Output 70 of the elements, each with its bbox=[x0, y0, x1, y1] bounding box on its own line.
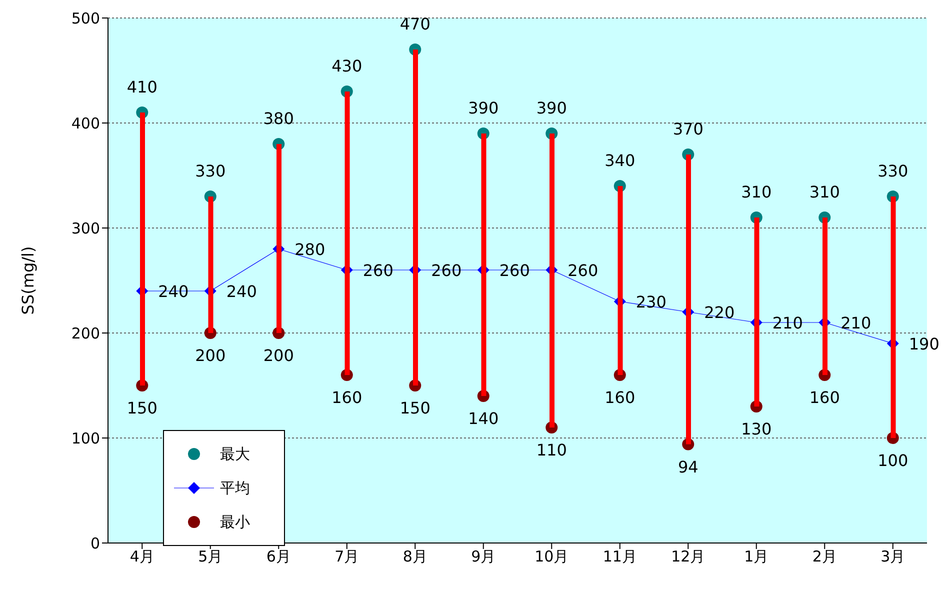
bar bbox=[686, 154, 691, 444]
data-label: 260 bbox=[362, 261, 394, 280]
data-label: 260 bbox=[568, 261, 598, 280]
data-label: 160 bbox=[604, 388, 636, 407]
data-label: 330 bbox=[195, 162, 226, 180]
data-label: 240 bbox=[226, 282, 257, 301]
data-label: 200 bbox=[195, 346, 226, 365]
data-label: 310 bbox=[809, 182, 840, 202]
x-tick-label: 3月 bbox=[880, 548, 906, 566]
bar bbox=[618, 186, 623, 375]
bar bbox=[344, 92, 350, 375]
x-tick-label: 2月 bbox=[812, 548, 837, 566]
data-label: 390 bbox=[536, 98, 567, 118]
bar bbox=[276, 144, 282, 333]
data-label: 280 bbox=[294, 240, 326, 259]
data-label: 310 bbox=[741, 182, 772, 202]
bar bbox=[822, 218, 828, 375]
data-label: 240 bbox=[158, 282, 189, 301]
y-tick-label: 200 bbox=[71, 324, 100, 342]
data-label: 370 bbox=[672, 120, 704, 138]
x-tick-label: 11月 bbox=[602, 548, 637, 566]
x-tick-label: 4月 bbox=[130, 548, 154, 566]
data-label: 410 bbox=[126, 78, 158, 96]
data-label: 140 bbox=[468, 409, 499, 428]
bar bbox=[890, 196, 896, 438]
bar bbox=[208, 196, 214, 333]
data-label: 340 bbox=[604, 151, 636, 170]
y-tick-label: 300 bbox=[71, 219, 100, 238]
y-tick-label: 500 bbox=[71, 9, 100, 28]
data-label: 260 bbox=[431, 261, 462, 280]
x-tick-label: 7月 bbox=[334, 548, 360, 566]
data-label: 150 bbox=[126, 398, 158, 418]
x-tick-label: 1月 bbox=[744, 548, 769, 566]
data-label: 200 bbox=[263, 346, 294, 365]
data-label: 390 bbox=[468, 98, 499, 118]
data-label: 260 bbox=[499, 261, 530, 280]
data-label: 380 bbox=[263, 109, 294, 128]
data-label: 100 bbox=[878, 451, 908, 470]
data-label: 470 bbox=[400, 14, 430, 34]
x-tick-label: 5月 bbox=[198, 548, 223, 566]
legend-label: 平均 bbox=[220, 478, 250, 498]
x-tick-label: 8月 bbox=[402, 548, 428, 566]
data-label: 210 bbox=[840, 314, 872, 332]
bar bbox=[481, 134, 486, 396]
y-tick-label: 400 bbox=[71, 114, 100, 132]
data-label: 160 bbox=[809, 388, 840, 407]
data-label: 430 bbox=[332, 56, 362, 76]
data-label: 94 bbox=[678, 457, 698, 476]
data-label: 110 bbox=[536, 440, 567, 460]
x-tick-label: 9月 bbox=[471, 548, 496, 566]
data-label: 330 bbox=[878, 162, 908, 180]
data-label: 210 bbox=[772, 314, 803, 332]
x-tick-label: 6月 bbox=[266, 548, 291, 566]
y-tick-label: 100 bbox=[71, 429, 100, 448]
bar bbox=[550, 134, 554, 428]
data-label: 130 bbox=[741, 420, 772, 438]
data-label: 220 bbox=[704, 303, 735, 322]
y-axis-title: SS(mg/l) bbox=[18, 246, 38, 315]
x-tick-label: 12月 bbox=[671, 548, 706, 566]
bar bbox=[413, 50, 418, 386]
data-label: 150 bbox=[400, 398, 430, 418]
data-label: 230 bbox=[636, 292, 666, 312]
legend-label: 最小 bbox=[220, 512, 250, 532]
bar bbox=[140, 112, 145, 386]
bar bbox=[754, 218, 760, 406]
legend-label: 最大 bbox=[220, 444, 250, 464]
data-label: 160 bbox=[332, 388, 362, 407]
data-label: 190 bbox=[908, 334, 940, 354]
y-tick-label: 0 bbox=[90, 534, 100, 552]
x-tick-label: 10月 bbox=[534, 548, 569, 566]
